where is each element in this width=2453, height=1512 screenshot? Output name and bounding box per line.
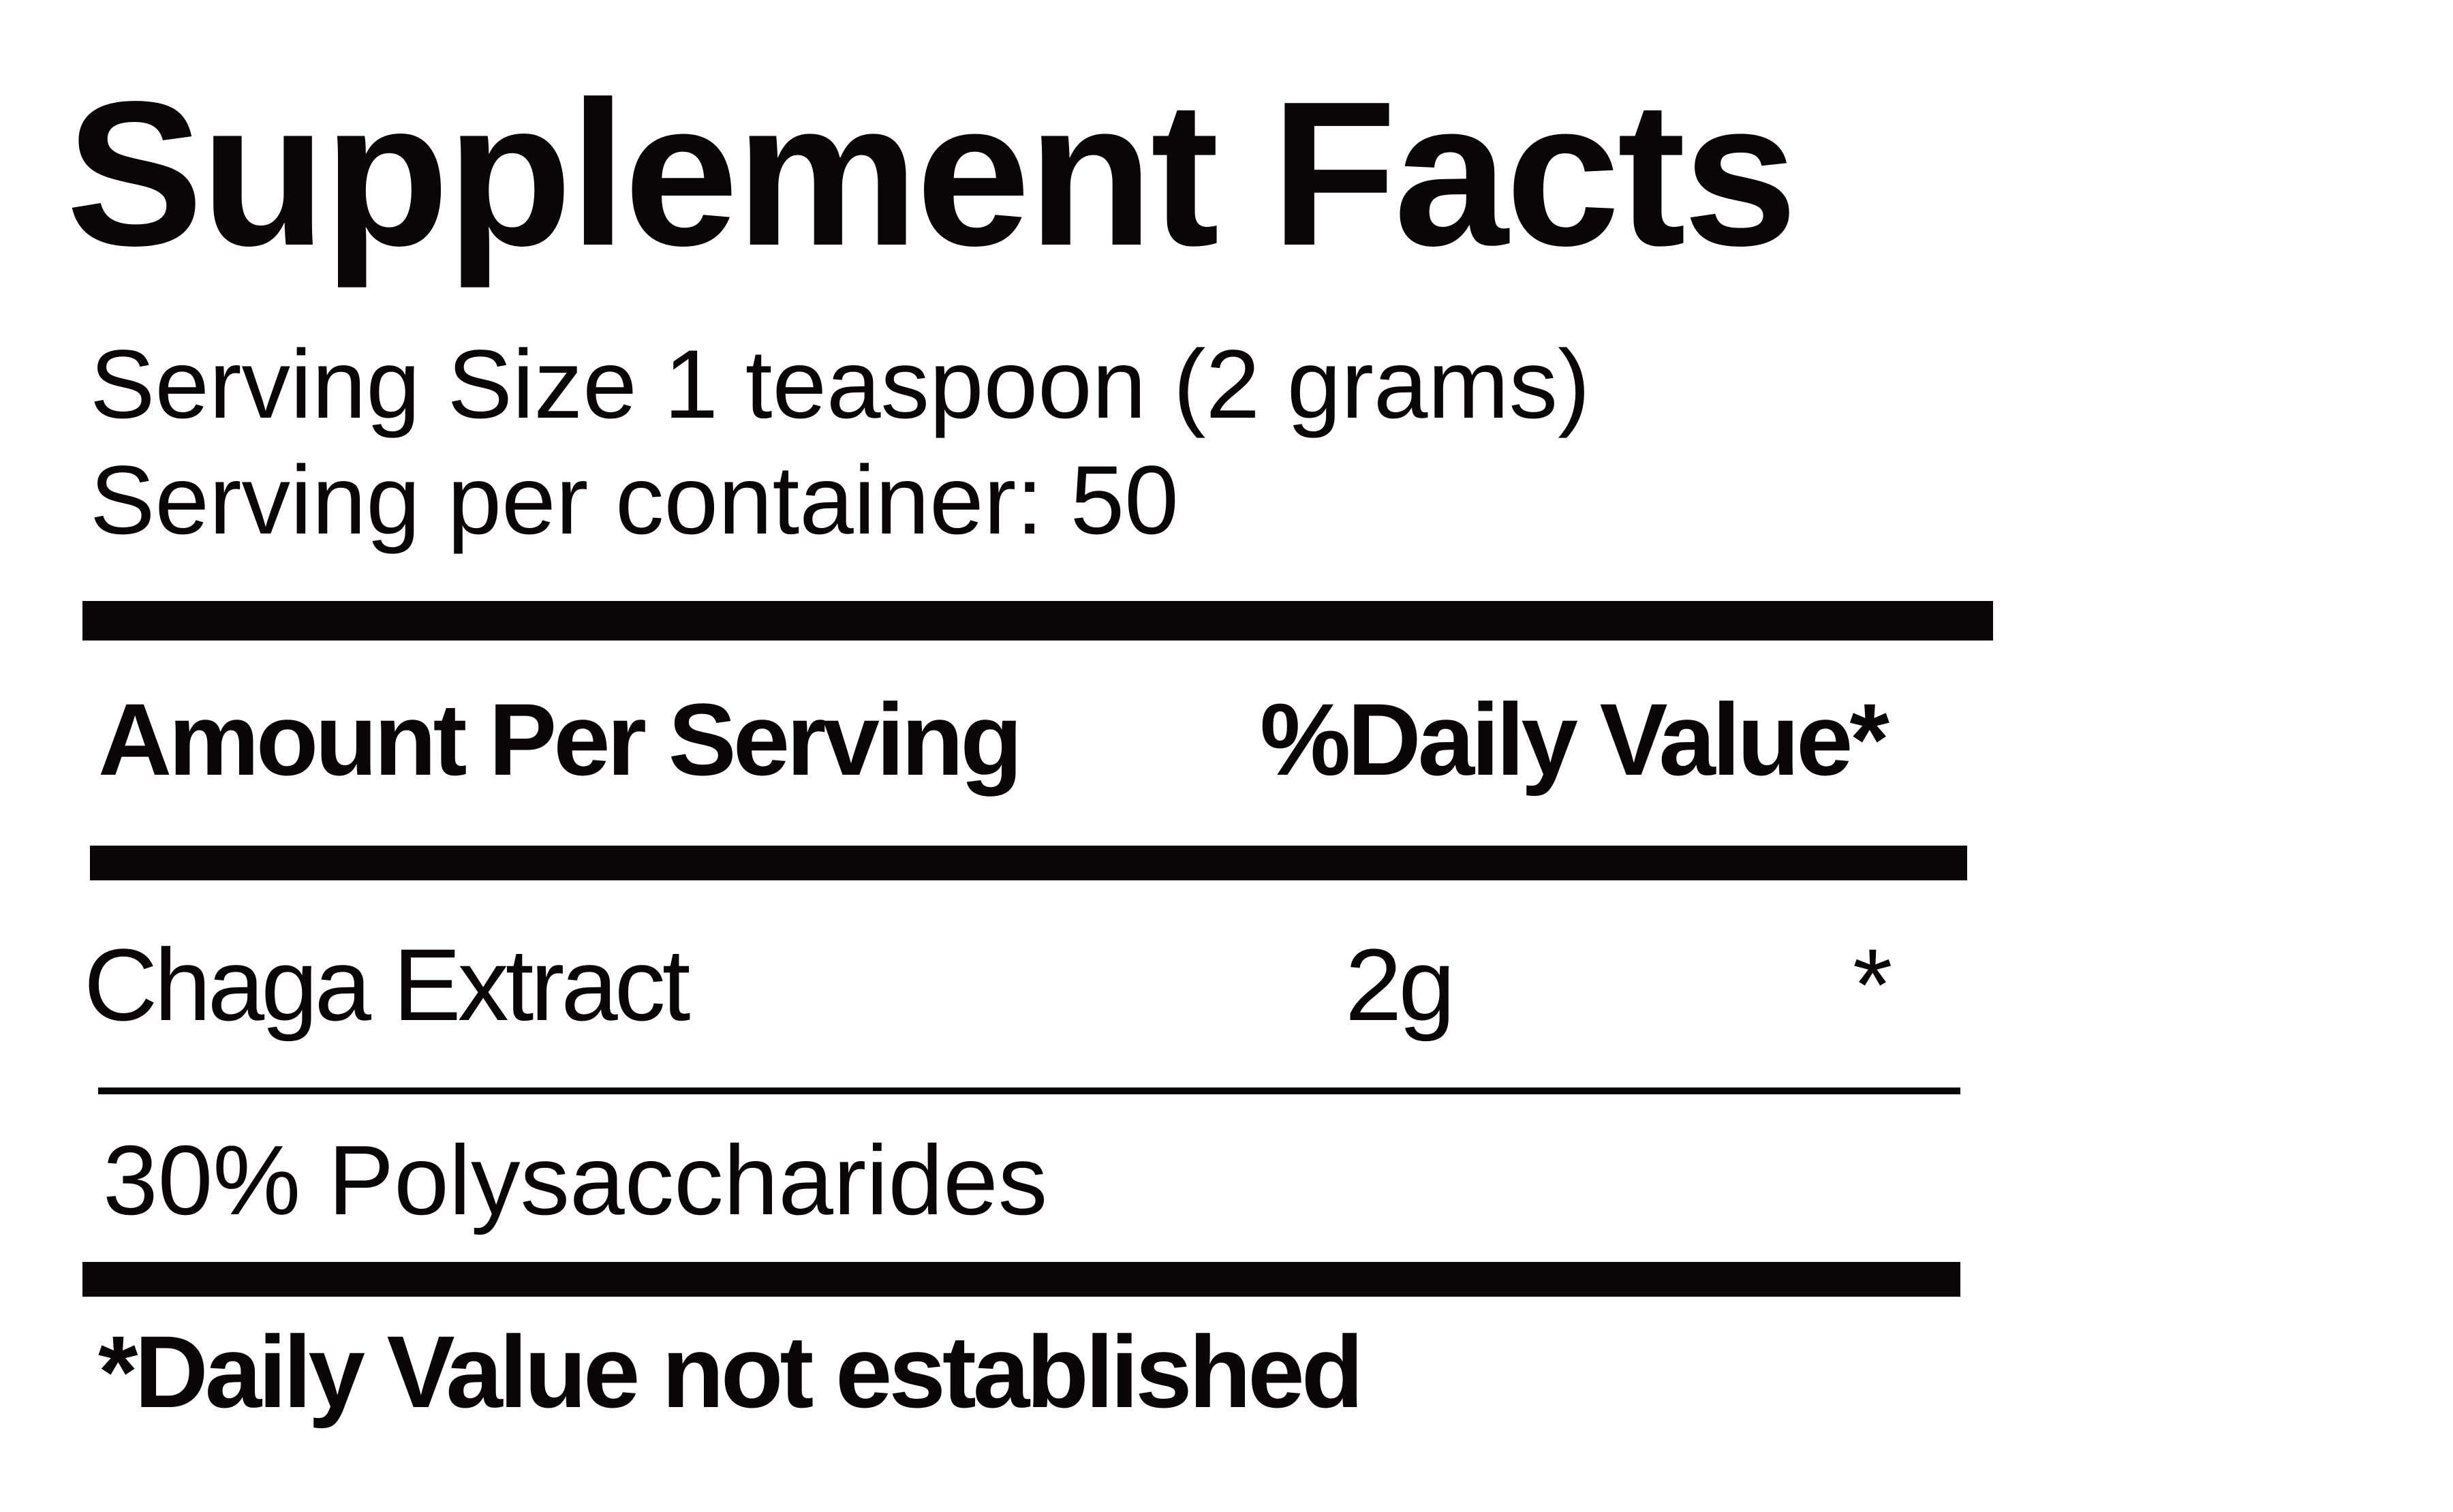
label-title: Supplement Facts: [66, 59, 1798, 288]
ingredient-amount: 2g: [1345, 927, 1455, 1042]
thick-divider: [82, 1262, 1960, 1297]
thin-divider: [98, 1087, 1960, 1094]
ingredient-name: Chaga Extract: [84, 927, 690, 1042]
serving-size: Serving Size 1 teaspoon (2 grams): [90, 330, 1590, 439]
servings-per-container: Serving per container: 50: [90, 446, 1179, 555]
thick-divider: [90, 846, 1967, 880]
thick-divider: [82, 601, 1993, 641]
amount-per-serving-header: Amount Per Serving: [98, 682, 1023, 797]
ingredient-name: 30% Polysaccharides: [103, 1125, 1048, 1235]
daily-value-header: %Daily Value*: [1260, 682, 1889, 797]
footnote: *Daily Value not established: [98, 1314, 1363, 1429]
ingredient-daily-value: *: [1853, 927, 1892, 1042]
